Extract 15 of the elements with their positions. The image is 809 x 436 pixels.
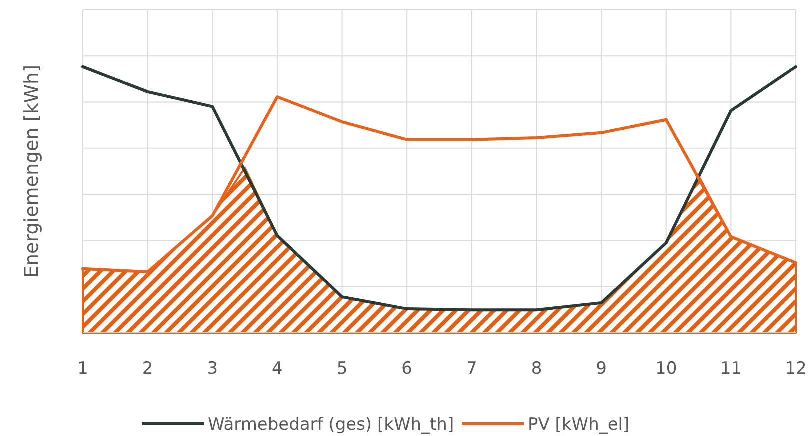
x-tick-label: 1 bbox=[78, 359, 88, 379]
x-tick-label: 11 bbox=[720, 359, 742, 379]
x-tick-label: 7 bbox=[466, 359, 478, 379]
legend-label: Wärmebedarf (ges) [kWh_th] bbox=[208, 415, 454, 435]
y-axis-title: Energiemengen [kWh] bbox=[21, 65, 43, 278]
x-tick-label: 10 bbox=[656, 359, 678, 379]
x-tick-label: 5 bbox=[336, 359, 348, 379]
x-tick-label: 12 bbox=[785, 359, 807, 379]
x-tick-label: 4 bbox=[272, 359, 283, 379]
x-tick-label: 6 bbox=[402, 359, 413, 379]
x-tick-label: 2 bbox=[142, 359, 154, 379]
x-tick-label: 3 bbox=[207, 359, 218, 379]
legend-label: PV [kWh_el] bbox=[528, 415, 630, 435]
x-tick-label: 8 bbox=[531, 359, 542, 379]
x-tick-label: 9 bbox=[596, 359, 607, 379]
